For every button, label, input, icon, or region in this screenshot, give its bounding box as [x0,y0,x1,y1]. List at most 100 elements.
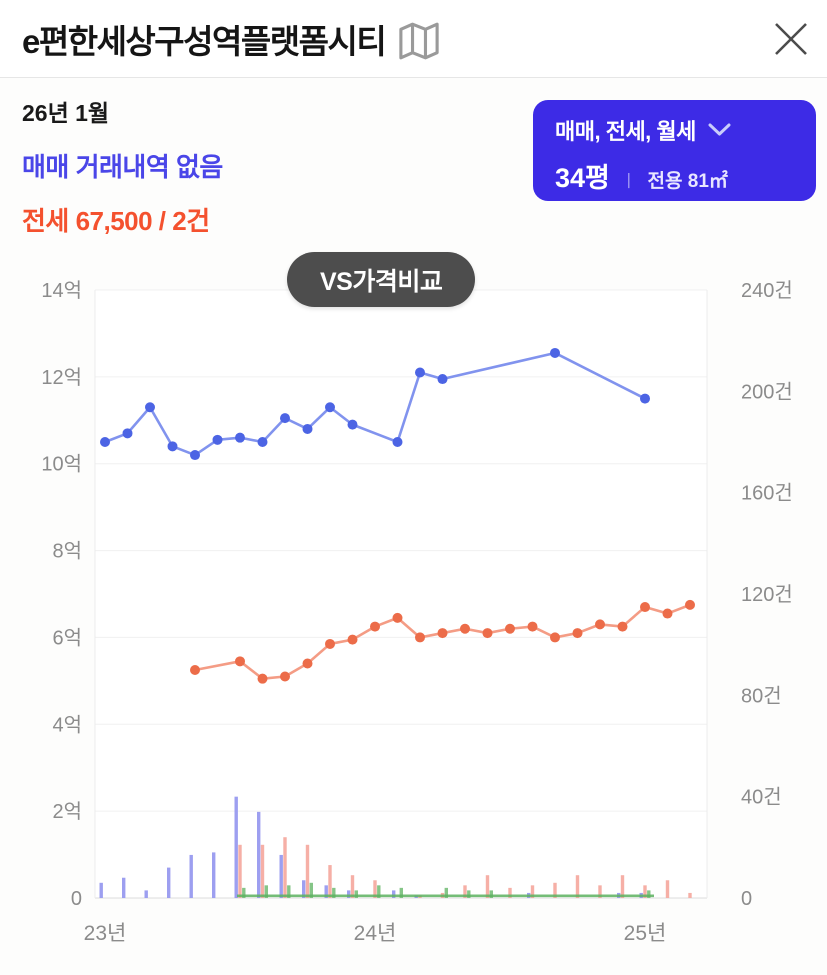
data-point [235,432,245,443]
data-point [212,434,223,445]
bar [598,885,602,898]
trade-filter-button[interactable]: 매매, 전세, 월세 34평 ㅣ 전용 81㎡ [533,100,816,201]
bar [144,890,148,898]
bar [444,887,448,898]
sale_price_line [100,347,650,461]
bar [324,885,328,898]
data-point [325,402,335,413]
data-point [235,656,245,667]
chart-plot-area [95,290,707,898]
bar [257,811,261,898]
trade-types-label: 매매, 전세, 월세 [555,119,696,144]
data-point [280,671,290,682]
left-axis-tick: 8억 [52,540,82,563]
bars-layer [99,796,692,898]
data-point [167,441,178,452]
bar [665,880,670,898]
data-point [100,437,110,447]
close-icon [775,23,807,55]
bar [328,865,332,898]
bar [485,875,490,898]
left-axis-tick: 2억 [52,800,82,823]
summary-sale: 매매 거래내역 없음 [22,152,223,182]
vs-price-compare-button[interactable]: VS가격비교 [287,252,476,307]
data-point [415,632,425,643]
bar [309,882,313,898]
vs-price-compare-label: VS가격비교 [320,267,443,296]
data-point [662,608,673,619]
right-axis-tick: 120건 [741,583,793,606]
bar [189,854,193,898]
data-point [190,450,200,461]
data-point [437,374,448,385]
bar [467,890,471,898]
header: e편한세상구성역플랫폼시티 [0,0,827,78]
bar [332,887,336,898]
close-button[interactable] [757,10,813,66]
bar [212,852,216,898]
data-point [595,619,605,630]
right-axis-tick: 240건 [741,279,793,302]
left-axis-tick: 6억 [52,626,82,649]
data-point [392,437,403,447]
bar [508,887,512,898]
data-point [347,419,358,430]
bar [647,890,651,898]
page-title: e편한세상구성역플랫폼시티 [22,22,387,60]
bar [279,854,283,898]
bar [347,890,351,898]
data-point [302,423,313,434]
data-point [145,402,155,413]
left-axis-tick: 12억 [41,366,82,389]
axis-labels: 14억 12억 10억 8억 6억 4억 2억 0 240건 200건 160건 120건 80건 40건… [41,279,792,945]
bar [350,875,355,898]
data-point [122,428,133,439]
folded-map-icon [399,22,439,59]
bar [620,875,625,898]
right-axis-tick: 200건 [741,380,793,403]
sale_count_bars [99,796,643,898]
area-label: 전용 81㎡ [647,171,728,192]
bar [264,885,268,898]
bar [688,892,692,898]
bar [122,877,126,898]
wolse_count_bars [242,882,651,898]
bar [373,880,377,898]
bar [242,887,246,898]
bar [99,882,103,898]
bar [463,885,467,898]
jeonse_count_bars [238,837,692,898]
map-icon[interactable] [397,20,441,62]
bar [377,885,381,898]
data-point [392,612,403,623]
bar [305,844,310,898]
right-axis-tick: 160건 [741,482,793,505]
data-point [257,437,268,447]
left-axis-tick: 10억 [41,453,82,476]
data-point [572,628,583,639]
data-point [550,632,560,643]
data-point [280,413,290,424]
bar [553,882,557,898]
bar [392,890,396,898]
data-point [257,673,268,684]
bar [234,796,238,898]
bar [283,837,287,898]
bar [287,885,291,898]
data-point [325,638,335,649]
jeonse_price_line-path [193,603,692,680]
data-point [550,347,560,358]
data-point [415,367,425,378]
bar [260,844,265,898]
summary-jeonse: 전세 67,500 / 2건 [22,206,210,236]
month-summary: 26년 1월 매매 거래내역 없음 전세 67,500 / 2건 [22,94,223,238]
data-point [302,658,313,669]
data-point [437,628,448,639]
data-point [685,599,695,610]
bar [530,885,535,898]
x-axis-tick: 23년 [84,922,127,945]
right-axis-tick: 40건 [741,786,782,809]
left-axis-tick: 0 [71,888,82,910]
left-axis-tick: 4억 [52,713,82,736]
